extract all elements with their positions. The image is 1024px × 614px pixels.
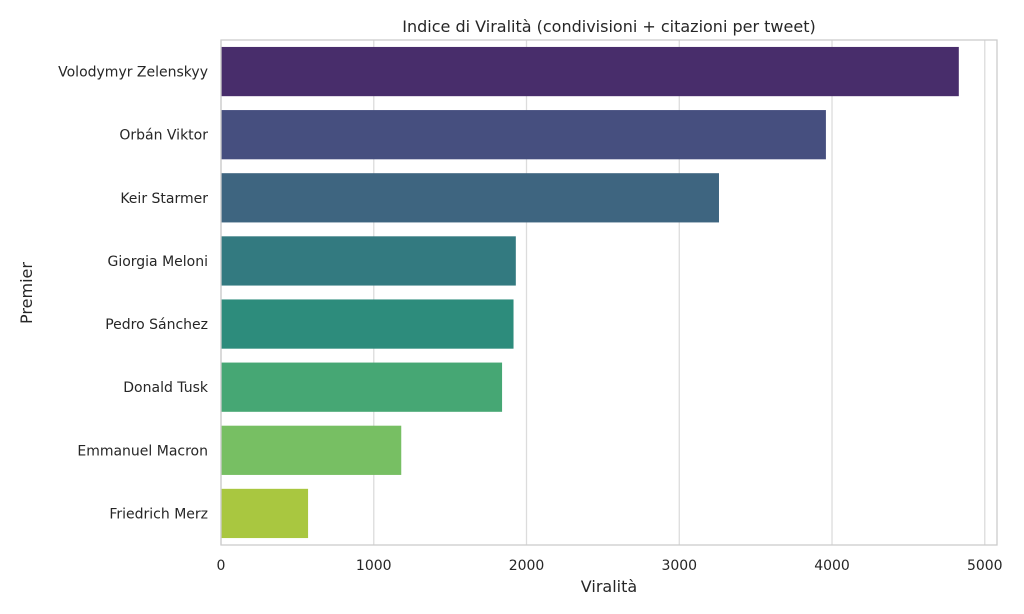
bar — [221, 362, 503, 412]
x-tick-label: 0 — [217, 558, 226, 574]
chart-title: Indice di Viralità (condivisioni + citaz… — [402, 17, 815, 36]
x-axis-label: Viralità — [581, 577, 637, 596]
y-tick-label: Pedro Sánchez — [105, 317, 208, 333]
x-tick-label: 2000 — [509, 558, 545, 574]
x-tick-labels: 0 1000 2000 3000 4000 5000 — [217, 558, 1003, 574]
y-tick-label: Keir Starmer — [120, 191, 208, 207]
plot-frame — [220, 39, 998, 546]
bars — [221, 46, 959, 539]
bar — [221, 46, 959, 97]
x-tick-label: 3000 — [661, 558, 697, 574]
x-tick-label: 4000 — [814, 558, 850, 574]
y-tick-label: Orbán Viktor — [119, 128, 208, 144]
bar — [221, 110, 826, 160]
y-tick-labels: Volodymyr Zelenskyy Orbán Viktor Keir Star… — [58, 65, 209, 523]
y-tick-label: Volodymyr Zelenskyy — [58, 65, 208, 81]
bar — [221, 173, 719, 223]
bar — [221, 299, 514, 349]
x-tick-label: 5000 — [967, 558, 1003, 574]
y-tick-label: Donald Tusk — [123, 380, 209, 396]
bar — [221, 488, 309, 539]
x-tick-label: 1000 — [356, 558, 392, 574]
y-axis-label: Premier — [17, 262, 36, 324]
bar — [221, 425, 402, 475]
y-tick-label: Friedrich Merz — [109, 506, 208, 522]
y-tick-label: Giorgia Meloni — [107, 254, 208, 270]
y-tick-label: Emmanuel Macron — [77, 443, 208, 459]
bar — [221, 236, 516, 286]
